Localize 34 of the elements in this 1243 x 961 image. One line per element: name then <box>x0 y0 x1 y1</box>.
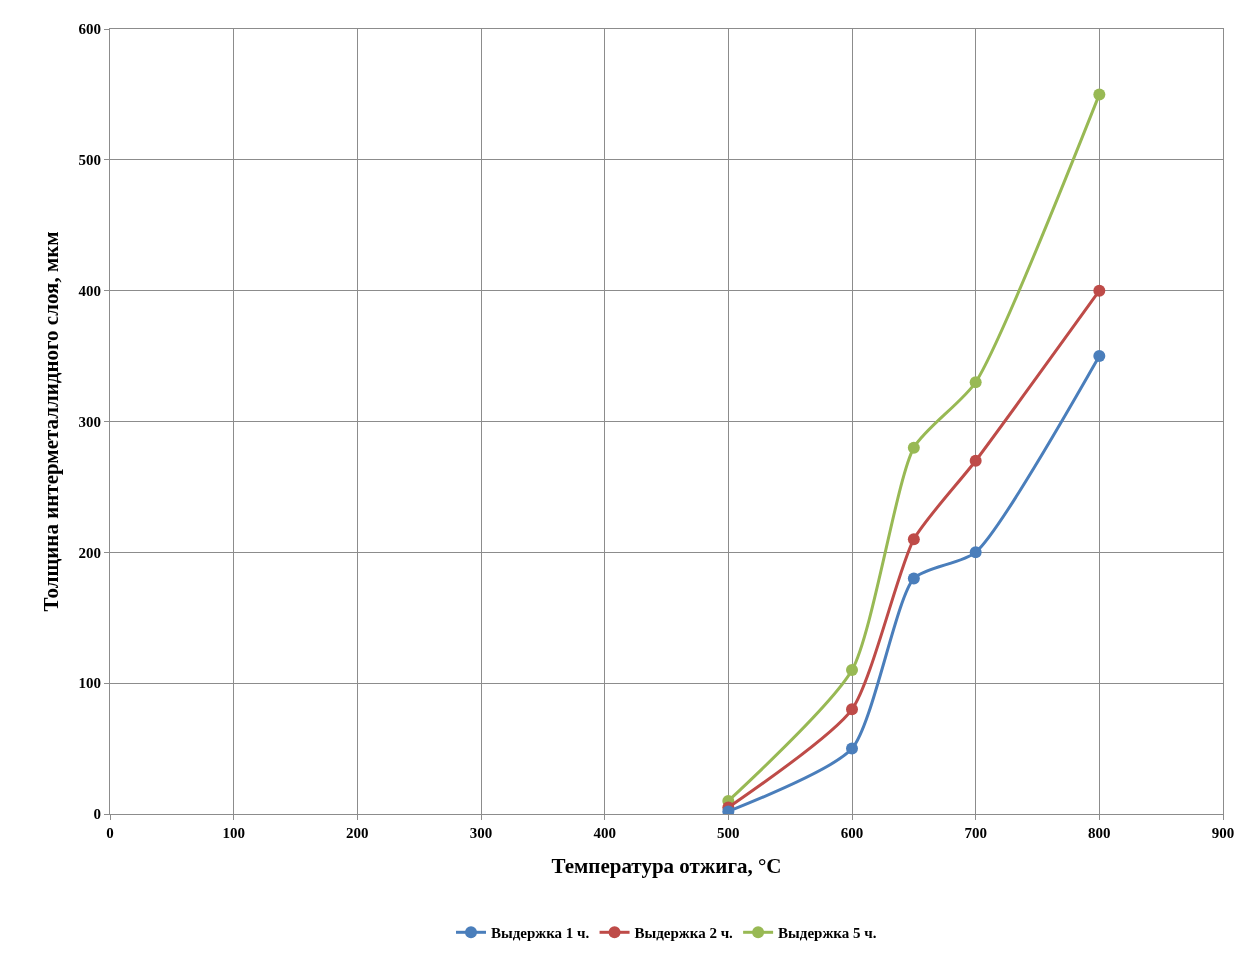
point <box>846 664 858 677</box>
point <box>969 376 982 389</box>
legend-label: Выдержка 5 ч. <box>778 925 877 942</box>
point <box>907 533 920 546</box>
y-tick-label: 500 <box>78 152 101 169</box>
y-tick-label: 100 <box>78 675 101 692</box>
point <box>1093 284 1106 297</box>
y-tick-label: 300 <box>78 413 101 430</box>
x-tick-label: 600 <box>840 825 864 841</box>
x-tick-label: 300 <box>469 825 493 841</box>
point <box>1093 88 1106 101</box>
legend-label: Выдержка 1 ч. <box>491 925 590 942</box>
y-tick-label: 400 <box>78 282 101 299</box>
point <box>1093 350 1106 363</box>
x-tick-label: 500 <box>717 825 740 841</box>
point <box>846 703 858 716</box>
legend-label: Выдержка 2 ч. <box>634 925 734 942</box>
x-tick-label: 900 <box>1211 825 1235 841</box>
point <box>907 572 920 585</box>
x-tick-label: 400 <box>593 825 616 841</box>
y-tick-label: 200 <box>78 544 101 561</box>
point <box>846 742 858 755</box>
x-tick-label: 100 <box>222 825 245 841</box>
x-axis-title: Температура отжига, °C <box>551 854 782 879</box>
x-tick-label: 700 <box>964 825 987 841</box>
y-axis-title: Толщина интерметаллидного слоя, мкм <box>38 231 63 612</box>
x-tick-label: 0 <box>106 825 114 841</box>
point <box>969 454 982 467</box>
x-tick-label: 200 <box>346 825 369 841</box>
y-tick-label: 600 <box>78 21 101 38</box>
y-tick-label: 0 <box>93 806 101 823</box>
x-tick-label: 800 <box>1088 825 1111 841</box>
point <box>969 546 982 559</box>
point <box>907 441 920 454</box>
